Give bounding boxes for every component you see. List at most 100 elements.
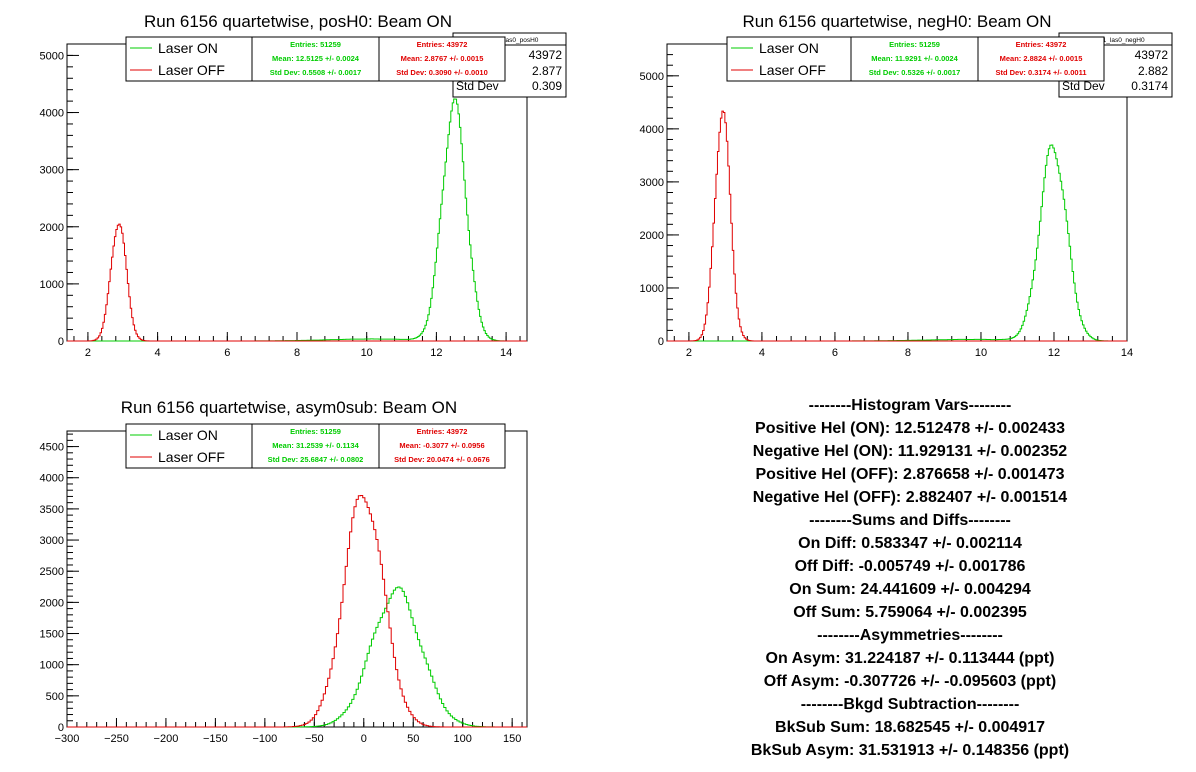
histogram-laser-off — [667, 110, 1127, 342]
stats-negative-hel-off: Negative Hel (OFF): 2.882407 +/- 0.00151… — [752, 489, 1068, 506]
series-stats-box — [850, 36, 979, 82]
y-tick-label: 4500 — [40, 442, 64, 454]
stats-box-mean: 2.882 — [1138, 64, 1168, 78]
y-tick-label: 4000 — [40, 473, 64, 485]
x-tick-label: 10 — [361, 347, 373, 359]
x-tick-label: 6 — [832, 347, 838, 359]
legend-box — [726, 36, 852, 82]
series-stats-line: Entries: 43972 — [417, 40, 468, 49]
x-tick-label: −250 — [104, 733, 129, 745]
y-tick-label: 2000 — [40, 597, 64, 609]
stats-header-sums-diffs: --------Sums and Diffs-------- — [809, 512, 1011, 529]
series-stats-line: Std Dev: 20.0474 +/- 0.0676 — [394, 455, 490, 464]
y-tick-label: 4000 — [640, 124, 664, 136]
stats-header-asymmetries: --------Asymmetries-------- — [817, 627, 1003, 644]
legend-label: Laser ON — [158, 427, 218, 443]
x-tick-label: 8 — [905, 347, 911, 359]
histogram-laser-on — [67, 98, 527, 342]
stats-box-name: beam1_las0_posH0 — [481, 37, 539, 44]
chart-0: Run 6156 quartetwise, posH0: Beam ON 2 4 6 8… — [40, 12, 567, 359]
x-tick-label: 0 — [361, 733, 367, 745]
x-tick-label: 2 — [85, 347, 91, 359]
stats-on-sum: On Sum: 24.441609 +/- 0.004294 — [789, 581, 1031, 598]
series-stats-line: Mean: 11.9291 +/- 0.0024 — [871, 54, 958, 63]
y-tick-label: 3000 — [640, 177, 664, 189]
legend-label: Laser OFF — [158, 62, 225, 78]
series-stats-box — [378, 423, 506, 469]
y-tick-label: 2500 — [40, 566, 64, 578]
y-tick-label: 4000 — [40, 108, 64, 120]
series-stats-box — [378, 36, 506, 82]
series-stats-line: Mean: 12.5125 +/- 0.0024 — [272, 54, 360, 63]
series-stats-line: Std Dev: 0.3174 +/- 0.0011 — [995, 68, 1086, 77]
stats-header-histogram-vars: --------Histogram Vars-------- — [808, 397, 1012, 414]
series-stats-box — [977, 36, 1105, 82]
stats-on-diff: On Diff: 0.583347 +/- 0.002114 — [798, 535, 1022, 552]
stats-panel: --------Histogram Vars-------- Positive … — [700, 394, 1120, 762]
series-stats-line: Entries: 51259 — [290, 40, 341, 49]
histogram-laser-off — [67, 494, 527, 728]
series-stats-line: Mean: 2.8767 +/- 0.0015 — [401, 54, 484, 63]
series-stats-line: Std Dev: 0.5508 +/- 0.0017 — [270, 68, 362, 77]
stats-box-stddev: 0.3174 — [1131, 79, 1168, 93]
series-stats-line: Entries: 51259 — [290, 427, 341, 436]
stats-bksub-asym: BkSub Asym: 31.531913 +/- 0.148356 (ppt) — [750, 742, 1070, 759]
y-tick-label: 1000 — [40, 279, 64, 291]
x-tick-label: 10 — [975, 347, 987, 359]
x-tick-label: −150 — [203, 733, 228, 745]
stats-box-mean: 2.877 — [532, 64, 562, 78]
series-stats-line: Entries: 51259 — [889, 40, 940, 49]
x-tick-label: −50 — [305, 733, 324, 745]
stats-bksub-sum: BkSub Sum: 18.682545 +/- 0.004917 — [775, 719, 1045, 736]
x-tick-label: 50 — [407, 733, 419, 745]
stats-box-stddev-label: Std Dev — [456, 79, 499, 93]
stats-box-stddev-label: Std Dev — [1062, 79, 1105, 93]
stats-off-asym: Off Asym: -0.307726 +/- -0.095603 (ppt) — [763, 673, 1057, 690]
histogram-laser-off — [67, 223, 527, 342]
stats-box-name: beam1_las0_negH0 — [1086, 37, 1145, 44]
plot-frame — [666, 43, 1128, 342]
stats-box-entries: 43972 — [529, 48, 563, 62]
series-stats-box — [251, 36, 380, 82]
series-stats-box — [251, 423, 380, 469]
stats-off-sum: Off Sum: 5.759064 +/- 0.002395 — [793, 604, 1027, 621]
y-tick-label: 3500 — [40, 504, 64, 516]
stats-negative-hel-on: Negative Hel (ON): 11.929131 +/- 0.00235… — [752, 443, 1068, 460]
series-stats-line: Mean: 31.2539 +/- 0.1134 — [272, 441, 359, 450]
x-tick-label: 8 — [294, 347, 300, 359]
x-tick-label: 14 — [500, 347, 512, 359]
y-tick-label: 3000 — [40, 165, 64, 177]
stats-box-stddev: 0.309 — [532, 79, 562, 93]
x-tick-label: 150 — [503, 733, 521, 745]
y-tick-label: 2000 — [640, 230, 664, 242]
y-tick-label: 3000 — [40, 535, 64, 547]
legend-label: Laser OFF — [759, 62, 826, 78]
y-tick-label: 1000 — [640, 283, 664, 295]
legend-box — [125, 423, 253, 469]
y-tick-label: 0 — [58, 722, 64, 734]
legend-label: Laser ON — [759, 40, 819, 56]
legend-label: Laser ON — [158, 40, 218, 56]
chart-1: Run 6156 quartetwise, negH0: Beam ON 2 4 6 8… — [640, 12, 1173, 359]
y-tick-label: 5000 — [40, 50, 64, 62]
stats-off-diff: Off Diff: -0.005749 +/- 0.001786 — [794, 558, 1026, 575]
chart-title: Run 6156 quartetwise, asym0sub: Beam ON — [121, 398, 457, 417]
y-tick-label: 0 — [58, 336, 64, 348]
histogram-laser-on — [667, 144, 1127, 342]
y-tick-label: 1500 — [40, 629, 64, 641]
x-tick-label: 2 — [686, 347, 692, 359]
y-tick-label: 500 — [46, 691, 64, 703]
x-tick-label: 4 — [155, 347, 161, 359]
y-tick-label: 1000 — [40, 660, 64, 672]
stats-positive-hel-off: Positive Hel (OFF): 2.876658 +/- 0.00147… — [755, 466, 1065, 483]
stats-box-entries: 43972 — [1135, 48, 1169, 62]
series-stats-line: Std Dev: 25.6847 +/- 0.0802 — [268, 455, 364, 464]
stats-header-bkgd-subtraction: --------Bkgd Subtraction-------- — [800, 696, 1020, 713]
legend-label: Laser OFF — [158, 449, 225, 465]
series-stats-line: Std Dev: 0.5326 +/- 0.0017 — [869, 68, 961, 77]
x-tick-label: 6 — [224, 347, 230, 359]
plot-frame — [66, 430, 528, 728]
stats-on-asym: On Asym: 31.224187 +/- 0.113444 (ppt) — [765, 650, 1055, 667]
x-tick-label: −300 — [55, 733, 80, 745]
chart-2: Run 6156 quartetwise, asym0sub: Beam ON −… — [40, 398, 528, 745]
